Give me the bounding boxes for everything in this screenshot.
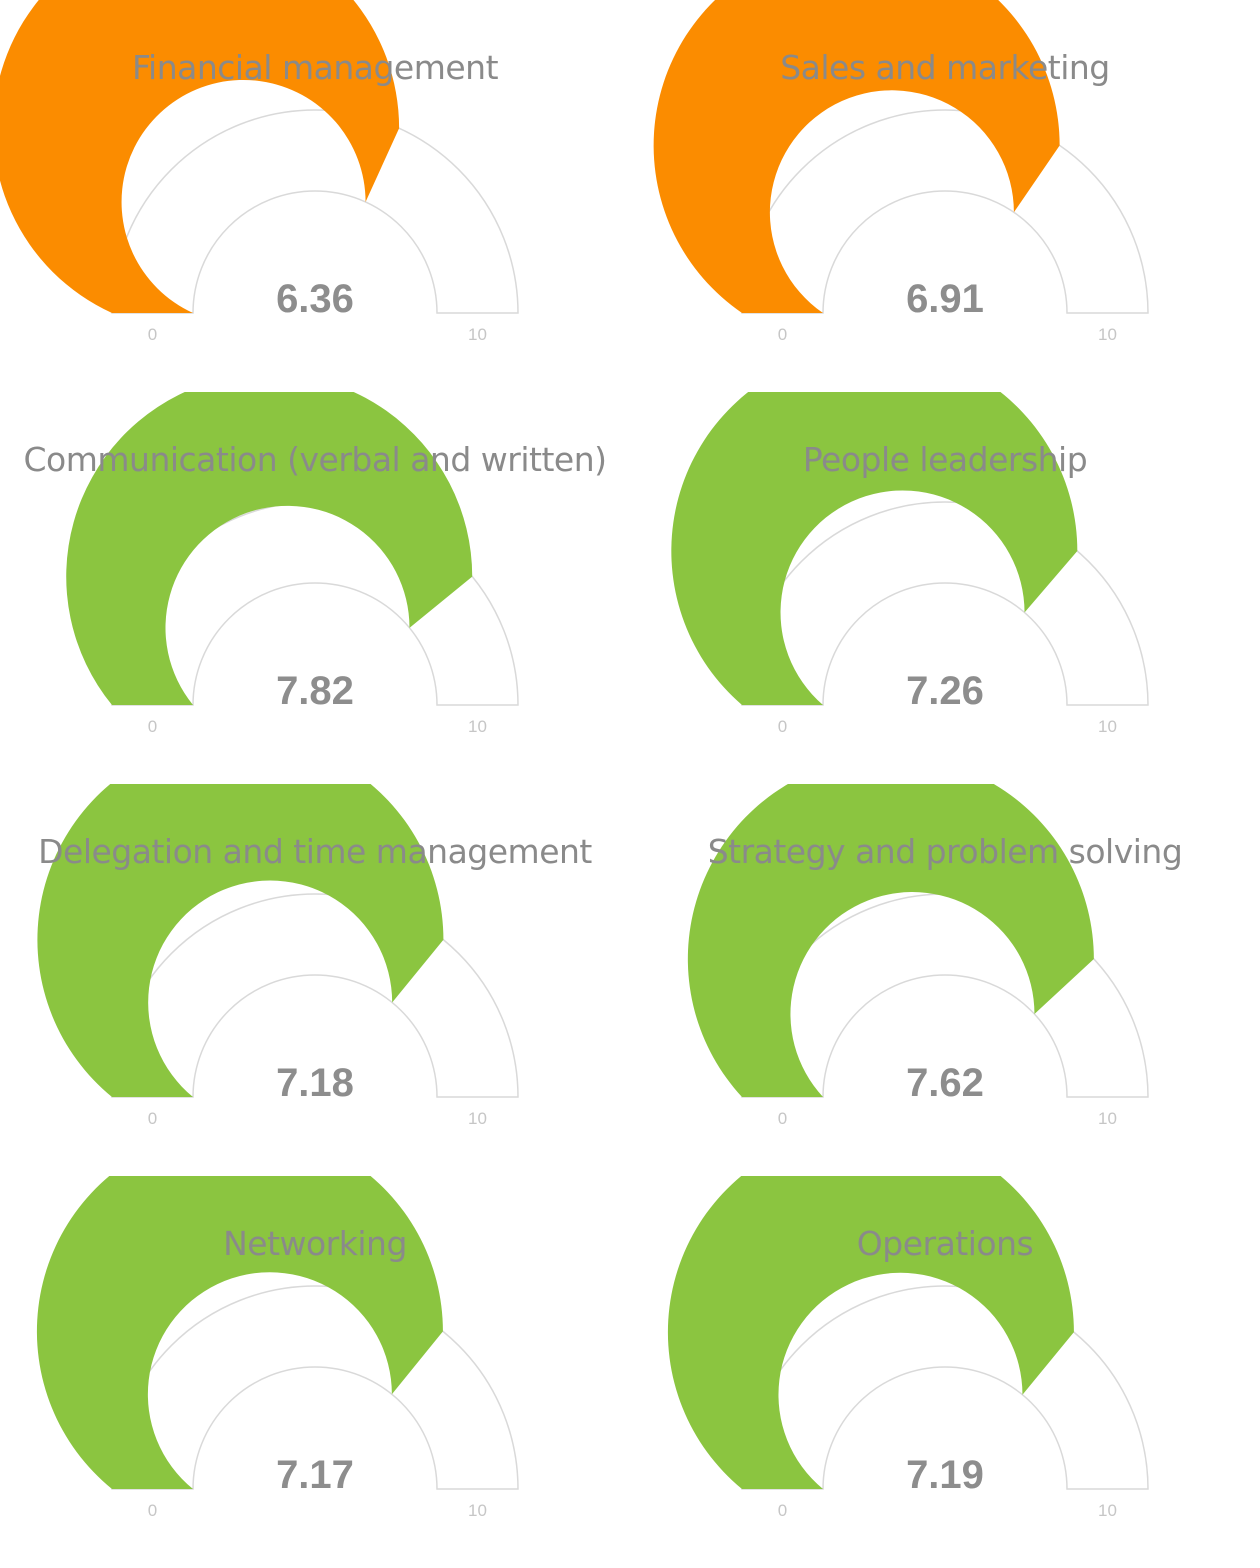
gauge-svg: 6.36 0 10 bbox=[0, 0, 519, 344]
gauge-fill bbox=[667, 1176, 1074, 1489]
gauge-max-label: 10 bbox=[1098, 717, 1117, 736]
gauge-min-label: 0 bbox=[148, 1501, 157, 1520]
gauge-min-label: 0 bbox=[778, 325, 787, 344]
gauge-max-label: 10 bbox=[468, 1501, 487, 1520]
gauge-title: Strategy and problem solving bbox=[707, 832, 1183, 871]
gauge-fill bbox=[0, 0, 400, 313]
gauge-value-label: 7.82 bbox=[276, 669, 354, 713]
gauge-title: Communication (verbal and written) bbox=[23, 440, 607, 479]
gauge-min-label: 0 bbox=[148, 717, 157, 736]
gauge-svg: 7.17 0 10 bbox=[36, 1176, 519, 1520]
gauge-fill bbox=[653, 0, 1060, 313]
gauge-value-label: 6.36 bbox=[276, 277, 354, 321]
gauge-max-label: 10 bbox=[468, 717, 487, 736]
gauge-fill bbox=[687, 784, 1094, 1097]
gauge-strategy-and-problem-solving: 7.62 0 10 Strategy and problem solving bbox=[630, 784, 1260, 1176]
gauge-min-label: 0 bbox=[148, 1109, 157, 1128]
gauge-svg: 7.82 0 10 bbox=[66, 392, 519, 736]
gauge-min-label: 0 bbox=[148, 325, 157, 344]
gauge-value-label: 7.18 bbox=[276, 1061, 354, 1105]
gauge-svg: 7.19 0 10 bbox=[667, 1176, 1149, 1520]
gauge-svg: 7.18 0 10 bbox=[37, 784, 519, 1128]
gauge-value-label: 7.17 bbox=[276, 1453, 354, 1497]
gauge-value-label: 7.19 bbox=[906, 1453, 984, 1497]
gauge-svg: 7.62 0 10 bbox=[687, 784, 1149, 1128]
gauge-value-label: 7.62 bbox=[906, 1061, 984, 1105]
gauge-track bbox=[111, 109, 519, 314]
gauge-min-label: 0 bbox=[778, 1501, 787, 1520]
gauge-financial-management: 6.36 0 10 Financial management bbox=[0, 0, 630, 392]
gauge-value-label: 6.91 bbox=[906, 277, 984, 321]
gauge-communication: 7.82 0 10 Communication (verbal and writte… bbox=[0, 392, 630, 784]
gauge-title: Sales and marketing bbox=[780, 48, 1110, 87]
gauge-title: Operations bbox=[856, 1224, 1034, 1263]
gauge-max-label: 10 bbox=[468, 1109, 487, 1128]
gauge-fill bbox=[66, 392, 473, 705]
gauge-title: Financial management bbox=[131, 48, 499, 87]
gauge-max-label: 10 bbox=[468, 325, 487, 344]
gauge-networking: 7.17 0 10 Networking bbox=[0, 1176, 630, 1568]
gauge-min-label: 0 bbox=[778, 717, 787, 736]
gauge-operations: 7.19 0 10 Operations bbox=[630, 1176, 1260, 1568]
gauge-fill bbox=[36, 1176, 443, 1489]
gauge-svg: 7.26 0 10 bbox=[671, 392, 1149, 736]
gauge-title: Networking bbox=[223, 1224, 407, 1263]
gauge-fill bbox=[671, 392, 1078, 705]
gauge-max-label: 10 bbox=[1098, 325, 1117, 344]
gauge-min-label: 0 bbox=[778, 1109, 787, 1128]
gauge-value-label: 7.26 bbox=[906, 669, 984, 713]
gauge-title: People leadership bbox=[802, 440, 1088, 479]
gauge-fill bbox=[37, 784, 444, 1097]
gauge-max-label: 10 bbox=[1098, 1109, 1117, 1128]
gauge-sales-and-marketing: 6.91 0 10 Sales and marketing bbox=[630, 0, 1260, 392]
gauge-people-leadership: 7.26 0 10 People leadership bbox=[630, 392, 1260, 784]
gauge-max-label: 10 bbox=[1098, 1501, 1117, 1520]
gauge-title: Delegation and time management bbox=[38, 832, 592, 871]
gauge-delegation-and-time-management: 7.18 0 10 Delegation and time management bbox=[0, 784, 630, 1176]
gauge-svg: 6.91 0 10 bbox=[653, 0, 1149, 344]
